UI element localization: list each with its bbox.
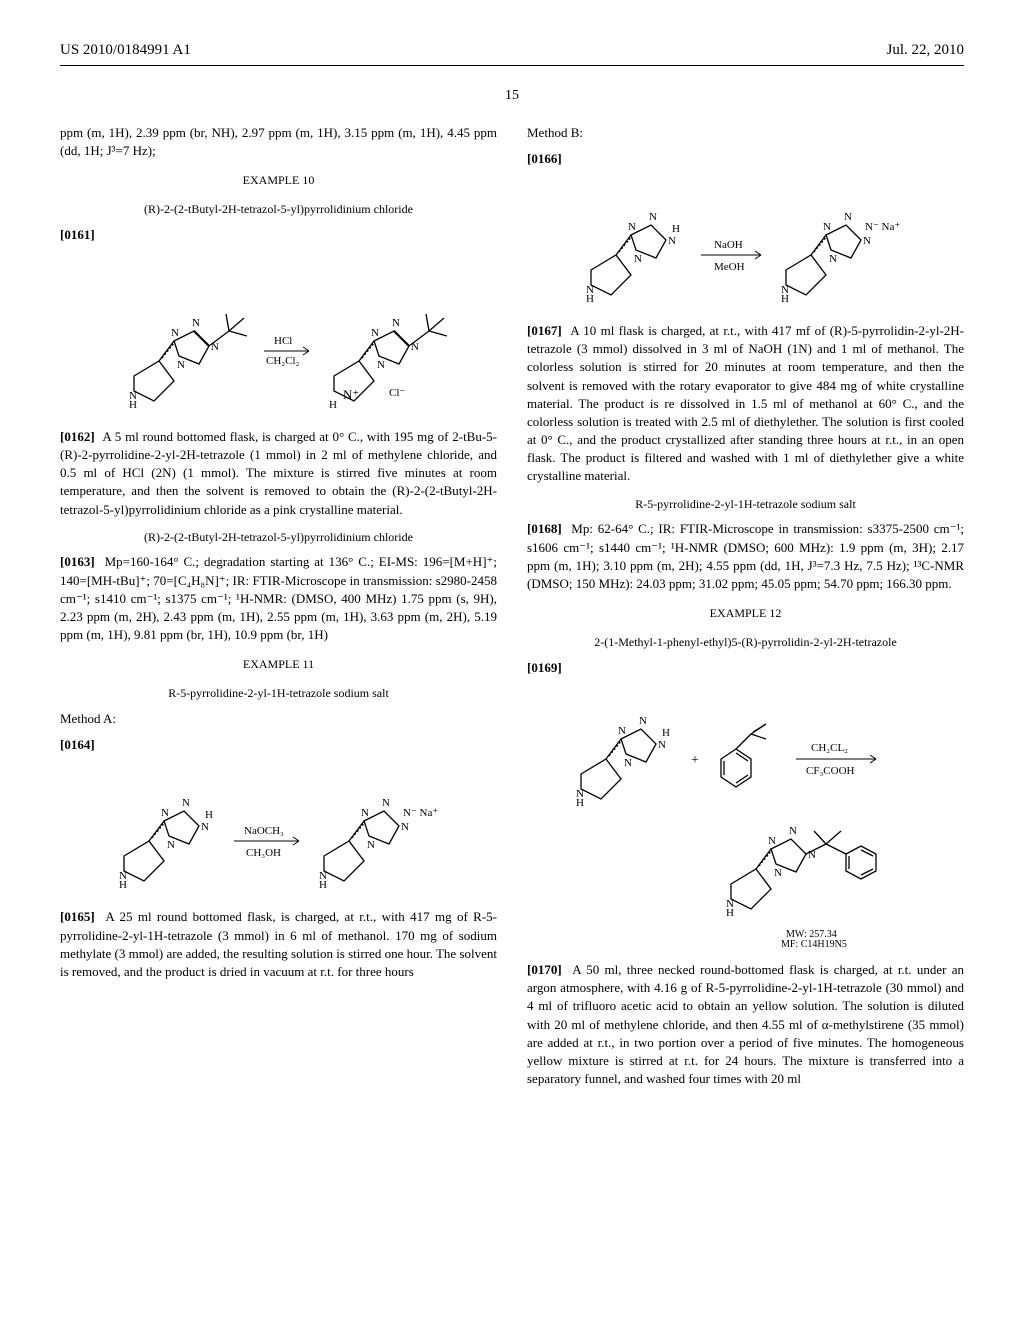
svg-text:N: N (392, 317, 400, 329)
svg-text:MeOH: MeOH (714, 261, 745, 273)
svg-text:N: N (177, 359, 185, 371)
svg-text:N: N (367, 839, 375, 851)
svg-text:N: N (781, 284, 789, 296)
svg-text:N: N (119, 870, 127, 882)
paragraph-text: Mp: 62-64° C.; IR: FTIR-Microscope in tr… (527, 521, 964, 591)
svg-text:N: N (319, 870, 327, 882)
svg-text:N⁺: N⁺ (343, 387, 359, 402)
page-header: US 2010/0184991 A1 Jul. 22, 2010 (60, 40, 964, 66)
reaction-scheme-2: H N N N N N H NaOCH₃ CH₃OH H N (99, 766, 459, 896)
svg-text:N: N (371, 327, 379, 339)
method-a-label: Method A: (60, 710, 497, 728)
left-column: ppm (m, 1H), 2.39 ppm (br, NH), 2.97 ppm… (60, 124, 497, 1099)
example-12-label: EXAMPLE 12 (527, 605, 964, 622)
svg-text:H: H (329, 399, 337, 411)
compound-subheading-2: R-5-pyrrolidine-2-yl-1H-tetrazole sodium… (527, 496, 964, 513)
paragraph-text: A 25 ml round bottomed flask, is charged… (60, 909, 497, 979)
example-10-title: (R)-2-(2-tButyl-2H-tetrazol-5-yl)pyrroli… (60, 201, 497, 218)
svg-text:N: N (129, 390, 137, 402)
svg-text:N: N (377, 359, 385, 371)
compound-subheading: (R)-2-(2-tButyl-2H-tetrazol-5-yl)pyrroli… (60, 529, 497, 546)
svg-text:+: + (691, 753, 699, 768)
svg-text:CH₂Cl₂: CH₂Cl₂ (266, 355, 300, 367)
svg-text:N: N (829, 253, 837, 265)
paragraph-168: [0168] Mp: 62-64° C.; IR: FTIR-Microscop… (527, 520, 964, 593)
paragraph-number: [0161] (60, 227, 95, 242)
paragraph-number: [0168] (527, 521, 562, 536)
svg-text:N: N (639, 715, 647, 727)
svg-text:N: N (167, 839, 175, 851)
svg-text:N: N (576, 788, 584, 800)
svg-text:N: N (768, 835, 776, 847)
example-11-title: R-5-pyrrolidine-2-yl-1H-tetrazole sodium… (60, 685, 497, 702)
svg-text:N⁻ Na⁺: N⁻ Na⁺ (865, 221, 900, 233)
svg-text:N: N (634, 253, 642, 265)
svg-text:N: N (668, 235, 676, 247)
svg-text:N: N (192, 317, 200, 329)
mf-label: MF: C14H19N5 (781, 939, 847, 949)
svg-text:N: N (361, 807, 369, 819)
svg-text:N⁻ Na⁺: N⁻ Na⁺ (403, 807, 438, 819)
two-column-layout: ppm (m, 1H), 2.39 ppm (br, NH), 2.97 ppm… (60, 124, 964, 1099)
paragraph-text: A 50 ml, three necked round-bottomed fla… (527, 962, 964, 1086)
right-column: Method B: [0166] H N N N N N H NaOH Me (527, 124, 964, 1099)
paragraph-number: [0169] (527, 660, 562, 675)
paragraph-165: [0165] A 25 ml round bottomed flask, is … (60, 908, 497, 981)
svg-text:CH₃OH: CH₃OH (246, 847, 281, 859)
example-10-label: EXAMPLE 10 (60, 172, 497, 189)
method-b-label: Method B: (527, 124, 964, 142)
svg-text:CF₃COOH: CF₃COOH (806, 765, 855, 777)
paragraph-167: [0167] A 10 ml flask is charged, at r.t.… (527, 322, 964, 486)
svg-text:NaOH: NaOH (714, 239, 743, 251)
svg-text:NaOCH₃: NaOCH₃ (244, 825, 284, 837)
paragraph-text: Mp=160-164° C.; degradation starting at … (60, 554, 497, 642)
svg-text:N: N (161, 807, 169, 819)
paragraph-170: [0170] A 50 ml, three necked round-botto… (527, 961, 964, 1088)
svg-text:N: N (624, 757, 632, 769)
svg-text:N: N (863, 235, 871, 247)
page-number: 15 (60, 86, 964, 106)
svg-text:N: N (649, 211, 657, 223)
svg-text:N: N (382, 797, 390, 809)
paragraph-163: [0163] Mp=160-164° C.; degradation start… (60, 553, 497, 644)
svg-text:N: N (628, 221, 636, 233)
svg-text:H: H (662, 727, 670, 739)
svg-text:H: H (672, 223, 680, 235)
svg-text:CH₂CL₂: CH₂CL₂ (811, 742, 848, 754)
svg-text:N: N (401, 821, 409, 833)
svg-text:N: N (586, 284, 594, 296)
paragraph-number: [0164] (60, 737, 95, 752)
svg-text:N: N (658, 739, 666, 751)
paragraph-162: [0162] A 5 ml round bottomed flask, is c… (60, 428, 497, 519)
document-id: US 2010/0184991 A1 (60, 40, 191, 61)
svg-text:N: N (774, 867, 782, 879)
example-12-title: 2-(1-Methyl-1-phenyl-ethyl)5-(R)-pyrroli… (527, 634, 964, 651)
paragraph-number: [0165] (60, 909, 95, 924)
paragraph-number: [0166] (527, 151, 562, 166)
svg-text:H: H (205, 809, 213, 821)
publication-date: Jul. 22, 2010 (886, 40, 964, 61)
svg-text:N: N (844, 211, 852, 223)
paragraph-number: [0162] (60, 429, 95, 444)
svg-text:N: N (789, 825, 797, 837)
svg-text:N: N (171, 327, 179, 339)
svg-text:Cl⁻: Cl⁻ (389, 387, 405, 399)
example-11-label: EXAMPLE 11 (60, 656, 497, 673)
svg-text:N: N (182, 797, 190, 809)
paragraph-continuation: ppm (m, 1H), 2.39 ppm (br, NH), 2.97 ppm… (60, 124, 497, 160)
paragraph-number: [0170] (527, 962, 562, 977)
svg-text:N: N (201, 821, 209, 833)
svg-text:N: N (618, 725, 626, 737)
reaction-scheme-4: H N N N N N H + (556, 689, 936, 949)
svg-text:N: N (726, 898, 734, 910)
reaction-scheme-1: H N N N N N HC (99, 256, 459, 416)
svg-text:N: N (823, 221, 831, 233)
paragraph-number: [0163] (60, 554, 95, 569)
paragraph-number: [0167] (527, 323, 562, 338)
svg-text:HCl: HCl (274, 335, 292, 347)
reaction-scheme-3: H N N N N N H NaOH MeOH H N (566, 180, 926, 310)
paragraph-text: A 5 ml round bottomed flask, is charged … (60, 429, 497, 517)
paragraph-text: A 10 ml flask is charged, at r.t., with … (527, 323, 964, 484)
